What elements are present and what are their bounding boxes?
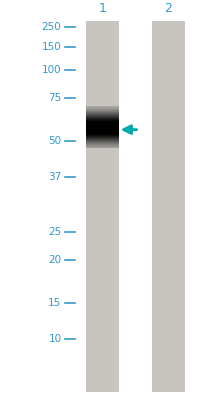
Bar	[151, 21, 184, 392]
Bar	[86, 21, 118, 392]
Text: 50: 50	[48, 136, 61, 146]
Text: 10: 10	[48, 334, 61, 344]
Text: 75: 75	[48, 93, 61, 103]
Text: 20: 20	[48, 255, 61, 265]
Text: 2: 2	[163, 2, 171, 15]
Text: 25: 25	[48, 227, 61, 237]
Text: 150: 150	[42, 42, 61, 52]
Text: 15: 15	[48, 298, 61, 308]
Text: 250: 250	[42, 22, 61, 32]
Text: 100: 100	[42, 66, 61, 76]
Text: 1: 1	[98, 2, 106, 15]
Text: 37: 37	[48, 172, 61, 182]
